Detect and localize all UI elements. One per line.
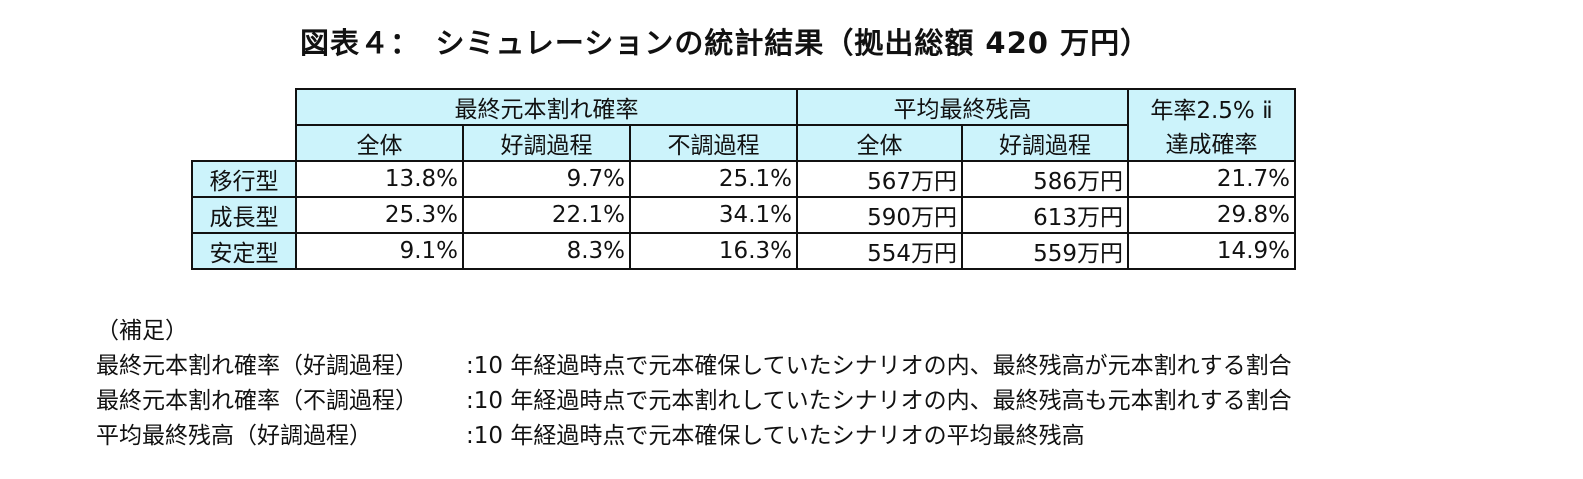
table-header-row-1: 最終元本割れ確率 平均最終残高 年率2.5% ⅱ 達成確率 bbox=[192, 88, 1296, 162]
row-label: 移行型 bbox=[191, 160, 297, 198]
note-term: 最終元本割れ確率（不調過程） bbox=[96, 388, 418, 414]
table-cell: 8.3% bbox=[462, 232, 631, 270]
note-term: 最終元本割れ確率（好調過程） bbox=[96, 353, 418, 379]
subheader-break-all: 全体 bbox=[295, 124, 464, 162]
table-cell: 22.1% bbox=[462, 196, 631, 234]
table-cell: 34.1% bbox=[629, 196, 798, 234]
subheader-average-good: 好調過程 bbox=[961, 124, 1129, 162]
subheader-break-bad: 不調過程 bbox=[629, 124, 798, 162]
row-label: 安定型 bbox=[191, 232, 297, 270]
table-cell: 590万円 bbox=[796, 196, 963, 234]
header-target-line2: 達成確率 bbox=[1165, 132, 1258, 158]
table-cell: 554万円 bbox=[796, 232, 963, 270]
table-header-row-2: 全体 好調過程 不調過程 全体 好調過程 bbox=[192, 124, 1295, 162]
note-item: 平均最終残高（好調過程） :10 年経過時点で元本確保していたシナリオの平均最終残… bbox=[96, 419, 1292, 454]
table-cell: 29.8% bbox=[1127, 196, 1296, 234]
table-cell: 9.7% bbox=[462, 160, 631, 198]
table-cell: 21.7% bbox=[1127, 160, 1296, 198]
table-cell: 567万円 bbox=[796, 160, 963, 198]
table-row: 成長型 25.3% 22.1% 34.1% 590万円 613万円 29.8% bbox=[191, 196, 1296, 234]
note-description: :10 年経過時点で元本確保していたシナリオの内、最終残高が元本割れする割合 bbox=[466, 353, 1292, 379]
note-item: 最終元本割れ確率（好調過程） :10 年経過時点で元本確保していたシナリオの内、最… bbox=[96, 349, 1292, 384]
corner-cell bbox=[192, 89, 297, 162]
table-row: 移行型 13.8% 9.7% 25.1% 567万円 586万円 21.7% bbox=[191, 160, 1296, 198]
table-cell: 613万円 bbox=[961, 196, 1129, 234]
row-label: 成長型 bbox=[191, 196, 297, 234]
header-average-balance: 平均最終残高 bbox=[796, 88, 1129, 126]
table-cell: 14.9% bbox=[1127, 232, 1296, 270]
note-term: 平均最終残高（好調過程） bbox=[96, 423, 372, 449]
note-item: 最終元本割れ確率（不調過程） :10 年経過時点で元本割れしていたシナリオの内、最… bbox=[96, 384, 1292, 419]
table-cell: 9.1% bbox=[295, 232, 464, 270]
simulation-results-table: 最終元本割れ確率 平均最終残高 年率2.5% ⅱ 達成確率 全体 好調過程 不調… bbox=[191, 88, 1296, 270]
table-cell: 16.3% bbox=[629, 232, 798, 270]
table-cell: 25.3% bbox=[295, 196, 464, 234]
header-target-line1: 年率2.5% ⅱ bbox=[1150, 98, 1273, 124]
header-target-probability: 年率2.5% ⅱ 達成確率 bbox=[1127, 88, 1296, 162]
subheader-break-good: 好調過程 bbox=[462, 124, 631, 162]
table-row: 安定型 9.1% 8.3% 16.3% 554万円 559万円 14.9% bbox=[191, 232, 1296, 270]
note-description: :10 年経過時点で元本割れしていたシナリオの内、最終残高も元本割れする割合 bbox=[466, 388, 1292, 414]
notes-section: （補足） 最終元本割れ確率（好調過程） :10 年経過時点で元本確保していたシナリ… bbox=[96, 314, 1292, 454]
table-cell: 559万円 bbox=[961, 232, 1129, 270]
notes-heading: （補足） bbox=[96, 318, 188, 344]
note-description: :10 年経過時点で元本確保していたシナリオの平均最終残高 bbox=[466, 423, 1085, 449]
header-break-probability: 最終元本割れ確率 bbox=[295, 88, 798, 126]
table-cell: 13.8% bbox=[295, 160, 464, 198]
subheader-average-all: 全体 bbox=[796, 124, 963, 162]
figure-title: 図表４： シミュレーションの統計結果（拠出総額 420 万円） bbox=[300, 26, 1151, 60]
table-cell: 586万円 bbox=[961, 160, 1129, 198]
table-cell: 25.1% bbox=[629, 160, 798, 198]
